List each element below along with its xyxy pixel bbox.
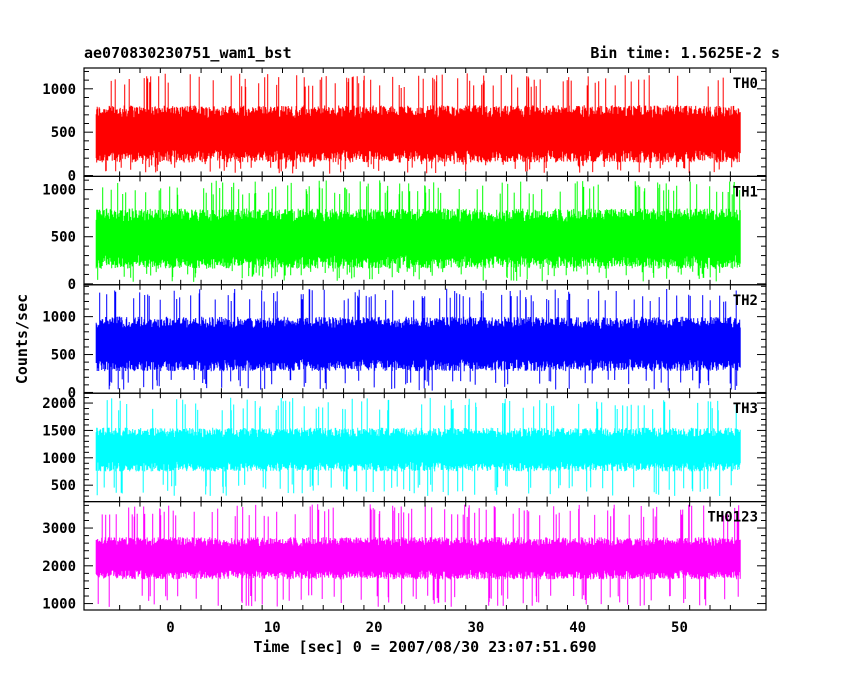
panel-label-th0: TH0 — [733, 76, 758, 92]
panel-label-th3: TH3 — [733, 401, 758, 417]
figure-title: ae070830230751_wam1_bst — [84, 44, 292, 62]
x-tick-label: 50 — [671, 620, 688, 636]
y-tick-label: 0 — [68, 385, 76, 401]
series-th0 — [95, 73, 741, 174]
y-tick-label: 2000 — [42, 396, 76, 412]
series-th3 — [95, 397, 741, 496]
x-tick-label: 0 — [166, 620, 174, 636]
y-tick-label: 500 — [51, 125, 76, 141]
y-tick-label: 1000 — [42, 451, 76, 467]
y-tick-label: 500 — [51, 230, 76, 246]
x-tick-label: 30 — [467, 620, 484, 636]
y-tick-label: 1000 — [42, 597, 76, 613]
y-tick-label: 500 — [51, 478, 76, 494]
bin-time-label: Bin time: 1.5625E-2 s — [590, 44, 780, 62]
y-tick-label: 3000 — [42, 521, 76, 537]
panel-label-th2: TH2 — [733, 293, 758, 309]
x-tick-label: 40 — [569, 620, 586, 636]
panel-label-th0123: TH0123 — [707, 510, 758, 526]
y-tick-label: 1000 — [42, 183, 76, 199]
series-th2 — [95, 288, 741, 391]
series-th1 — [95, 180, 741, 282]
x-tick-label: 10 — [264, 620, 281, 636]
x-tick-label: 20 — [366, 620, 383, 636]
panel-label-th1: TH1 — [733, 184, 758, 200]
y-tick-label: 1000 — [42, 82, 76, 98]
y-tick-label: 1500 — [42, 423, 76, 439]
y-tick-label: 1000 — [42, 310, 76, 326]
y-tick-label: 0 — [68, 169, 76, 185]
y-tick-label: 0 — [68, 277, 76, 293]
x-axis-label: Time [sec] 0 = 2007/08/30 23:07:51.690 — [253, 638, 597, 656]
y-tick-label: 2000 — [42, 559, 76, 575]
y-tick-label: 500 — [51, 348, 76, 364]
series-th0123 — [95, 504, 741, 607]
